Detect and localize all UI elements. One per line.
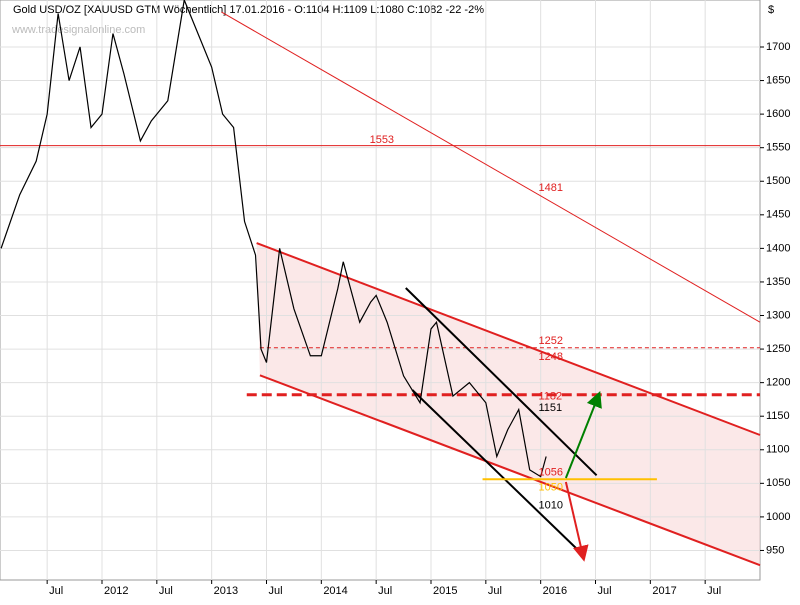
- level-label: 1151: [538, 402, 562, 414]
- x-tick-label: 2016: [543, 585, 567, 597]
- y-tick-label: 1100: [766, 444, 790, 456]
- x-tick-label: Jul: [268, 585, 282, 597]
- y-tick-label: 1650: [766, 74, 790, 86]
- trend-line: [411, 389, 582, 554]
- x-tick-label: 2015: [433, 585, 457, 597]
- y-tick-label: 1500: [766, 175, 790, 187]
- x-tick-label: 2017: [652, 585, 676, 597]
- y-tick-label: 1450: [766, 209, 790, 221]
- level-label: 1553: [370, 134, 394, 146]
- y-tick-label: 1250: [766, 343, 790, 355]
- x-tick-label: Jul: [378, 585, 392, 597]
- x-tick-label: Jul: [488, 585, 502, 597]
- level-label: 1056: [538, 466, 562, 478]
- trend-line: [564, 391, 602, 479]
- y-tick-label: 950: [766, 544, 784, 556]
- x-tick-label: 2013: [214, 585, 238, 597]
- y-tick-label: 1150: [766, 410, 790, 422]
- y-tick-label: 1600: [766, 108, 790, 120]
- y-tick-label: 1050: [766, 477, 790, 489]
- y-tick-label: 1300: [766, 309, 790, 321]
- currency: $: [768, 4, 774, 16]
- chart-title: Gold USD/OZ [XAUUSD GTM Wöchentlich] 17.…: [13, 4, 484, 16]
- trend-line: [564, 481, 589, 562]
- x-tick-label: Jul: [707, 585, 721, 597]
- level-label: 1050: [538, 481, 562, 493]
- trend-line: [405, 287, 598, 476]
- level-label: 1010: [538, 499, 562, 511]
- level-label: 1182: [538, 391, 562, 403]
- x-tick-label: Jul: [159, 585, 173, 597]
- y-tick-label: 1350: [766, 276, 790, 288]
- price-line: [0, 0, 547, 478]
- level-label: 1248: [538, 351, 562, 363]
- y-tick-label: 1400: [766, 242, 790, 254]
- x-tick-label: Jul: [597, 585, 611, 597]
- y-tick-label: 1000: [766, 511, 790, 523]
- trend-line: [259, 374, 761, 567]
- x-tick-label: 2012: [104, 585, 128, 597]
- level-label: 1481: [538, 182, 562, 194]
- y-tick-label: 1700: [766, 41, 790, 53]
- y-tick-label: 1200: [766, 377, 790, 389]
- level-label: 1252: [538, 335, 562, 347]
- watermark: www.tradesignalonline.com: [11, 24, 145, 36]
- channel-fill: [256, 243, 760, 566]
- x-tick-label: Jul: [49, 585, 63, 597]
- x-tick-label: 2014: [323, 585, 347, 597]
- trend-line: [221, 11, 761, 323]
- y-tick-label: 1550: [766, 142, 790, 154]
